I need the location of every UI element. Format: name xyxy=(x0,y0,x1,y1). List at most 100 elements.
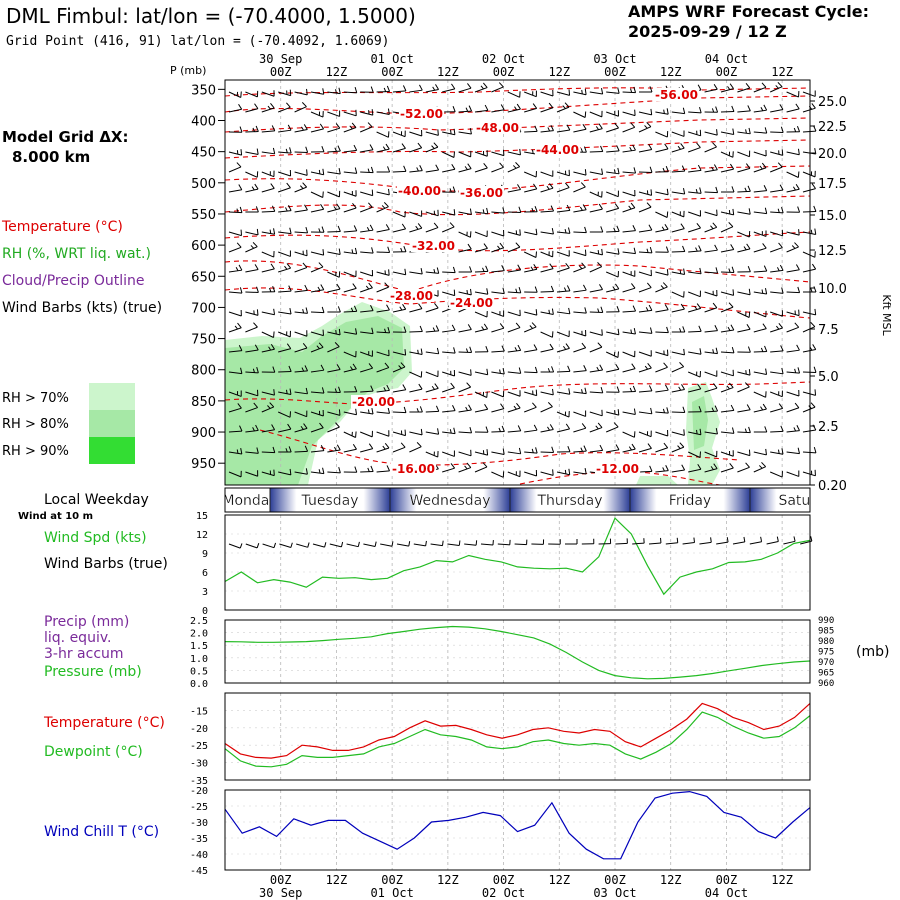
wind-barb-shaft xyxy=(720,226,734,233)
wind-barb-shaft xyxy=(491,471,504,478)
wind-barb-shaft xyxy=(753,247,767,253)
wind-barb-shaft xyxy=(786,151,800,156)
wind-barb-flag xyxy=(531,448,534,453)
wind-barb-shaft xyxy=(589,369,603,373)
wind-barb-flag xyxy=(288,365,292,372)
bottom-time-tick-label: 12Z xyxy=(437,873,459,887)
wind-barb-flag xyxy=(465,107,469,112)
wind-barb-flag xyxy=(449,222,455,228)
wind-barb-shaft xyxy=(360,367,373,373)
wind-barb-shaft xyxy=(655,331,669,334)
wind-barb-shaft xyxy=(540,130,554,133)
dewpoint-label: Dewpoint (°C) xyxy=(44,744,143,760)
wind-barb-shaft xyxy=(737,431,751,434)
pressure-unit-label: (mb) xyxy=(856,644,889,660)
wind-barb-flag xyxy=(254,183,259,190)
wind-barb-shaft xyxy=(425,307,439,313)
wind-barb-flag xyxy=(482,462,488,468)
wind-barb-flag xyxy=(466,462,472,468)
height-tick-label: 15.0 xyxy=(818,209,847,224)
wind-barb-flag xyxy=(763,265,768,272)
wind-barb-shaft xyxy=(360,331,374,335)
wind-barb-flag xyxy=(486,449,489,456)
wind-barb-flag xyxy=(486,391,488,398)
wind-barb-flag xyxy=(253,402,258,408)
wind-barb-flag xyxy=(499,369,501,374)
wind-barb-flag xyxy=(666,188,669,195)
wind-barb-flag xyxy=(612,286,616,291)
wind-barb-flag xyxy=(452,405,456,411)
wind-barb-flag xyxy=(584,88,587,95)
bottom-time-tick-label: 00Z xyxy=(493,873,515,887)
wind-barb-shaft xyxy=(556,129,570,133)
wind-barb-flag xyxy=(251,186,255,191)
wind-barb-flag xyxy=(353,144,358,151)
wind-barb-flag xyxy=(792,186,796,191)
wind-barb-shaft xyxy=(589,91,603,95)
wind-barb-flag xyxy=(431,145,435,149)
wind-barb-shaft xyxy=(573,347,586,353)
wind-barb-flag xyxy=(745,163,751,169)
wind-barb-shaft xyxy=(474,151,488,157)
wind-barb-flag xyxy=(715,186,719,193)
wind-barb-flag xyxy=(679,442,685,448)
wind-barb-shaft xyxy=(245,471,258,477)
wind-barb-flag xyxy=(512,165,517,169)
wind-barb-flag xyxy=(748,311,751,318)
wind-barb-shaft xyxy=(556,331,570,338)
wind-barb-flag xyxy=(465,348,469,353)
panel-y-tick-label: 3 xyxy=(202,587,208,598)
rh-80-region xyxy=(225,316,404,485)
wind-barb-flag xyxy=(629,387,633,392)
wind-barb-flag xyxy=(268,287,272,293)
wind-barb-flag xyxy=(747,105,751,112)
wind-barb-flag xyxy=(288,205,292,211)
wind-barb-shaft xyxy=(753,167,767,173)
wind-barb-shaft xyxy=(524,326,537,333)
wind-barb-shaft xyxy=(278,331,291,338)
wind-barb-flag xyxy=(682,326,686,333)
wind-barb-flag xyxy=(304,445,309,452)
wind-barb-flag xyxy=(682,107,686,114)
bottom-time-tick-label: 00Z xyxy=(381,873,403,887)
wind-barb-flag xyxy=(797,171,800,178)
wind-barb-flag xyxy=(289,227,292,234)
temperature-label-background xyxy=(389,289,435,302)
weekday-label: Monday xyxy=(222,493,277,509)
wind-barb-shaft xyxy=(228,327,242,333)
wind-barb-flag xyxy=(549,183,554,189)
weekday-strip-title: Local Weekday xyxy=(44,492,149,508)
wind-barb-shaft xyxy=(606,271,619,278)
precip-label: Precip (mm) xyxy=(44,614,129,630)
wind-barb-shaft xyxy=(737,167,751,173)
wind-barb-flag xyxy=(517,264,522,271)
wind-barb-shaft xyxy=(622,91,636,94)
wind-barb-flag xyxy=(596,366,600,371)
wind-barb-flag xyxy=(367,168,370,173)
wind-barb-shaft xyxy=(802,171,816,178)
wind-barb-flag xyxy=(644,365,649,370)
wind-barb-shaft xyxy=(589,346,603,353)
wind-barb-flag xyxy=(370,86,374,93)
wind-barb-flag xyxy=(791,245,796,249)
panel-background xyxy=(225,515,810,610)
wind-barb-shaft xyxy=(589,449,603,453)
wind-barb-shaft xyxy=(720,291,734,296)
surface-wind-barb-shaft xyxy=(312,543,325,548)
wind-barb-shaft xyxy=(343,207,357,213)
wind-barb-shaft xyxy=(753,86,767,93)
wind-barb-shaft xyxy=(278,290,292,293)
wind-barb-flag xyxy=(764,127,768,134)
wind-barb-flag xyxy=(398,365,402,369)
wind-barb-flag xyxy=(338,87,341,94)
wind-barb-shaft xyxy=(573,289,587,293)
wind-barb-shaft xyxy=(491,451,505,455)
wind-barb-flag xyxy=(365,285,370,290)
wind-barb-shaft xyxy=(228,108,242,113)
wind-barb-shaft xyxy=(245,151,259,155)
wind-barb-flag xyxy=(781,367,784,374)
wind-barb-flag xyxy=(269,229,272,234)
wind-barb-flag xyxy=(420,428,423,435)
panel-y-tick-label: 12 xyxy=(196,530,208,541)
wind-barb-flag xyxy=(403,165,407,172)
